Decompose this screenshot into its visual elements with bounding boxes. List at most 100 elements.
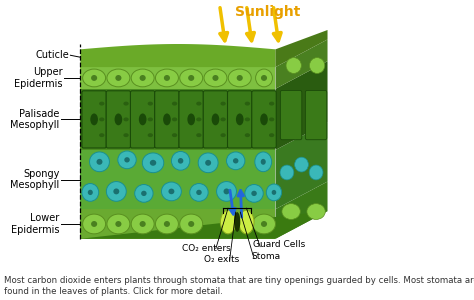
Ellipse shape [220,117,226,122]
Ellipse shape [162,182,182,201]
Ellipse shape [135,184,153,202]
Polygon shape [275,40,328,89]
Ellipse shape [269,117,274,122]
FancyBboxPatch shape [155,91,179,148]
Text: Stoma: Stoma [252,251,281,260]
Bar [81,209,275,239]
Ellipse shape [88,190,93,195]
Text: Upper
Epidermis: Upper Epidermis [14,67,63,89]
Ellipse shape [123,133,129,137]
Ellipse shape [261,159,266,165]
Ellipse shape [140,221,146,227]
Ellipse shape [239,210,254,234]
Text: Most carbon dioxide enters plants through stomata that are tiny openings guarded: Most carbon dioxide enters plants throug… [4,276,474,296]
Polygon shape [275,182,328,239]
Ellipse shape [205,160,211,166]
Ellipse shape [188,221,194,227]
Ellipse shape [164,221,170,227]
Ellipse shape [245,184,263,202]
Ellipse shape [227,152,245,170]
Ellipse shape [198,153,218,173]
Ellipse shape [255,152,272,172]
FancyBboxPatch shape [179,91,203,148]
Ellipse shape [295,157,309,172]
Polygon shape [275,30,328,67]
Text: Cuticle: Cuticle [35,50,69,60]
Ellipse shape [178,158,183,164]
FancyBboxPatch shape [82,91,106,148]
Ellipse shape [90,152,109,172]
Polygon shape [81,211,328,239]
Ellipse shape [307,204,325,219]
Polygon shape [81,44,275,67]
Ellipse shape [309,165,323,180]
Ellipse shape [204,69,227,87]
Ellipse shape [261,221,267,227]
Ellipse shape [261,75,267,81]
Text: Lower
Epidermis: Lower Epidermis [11,213,60,235]
Ellipse shape [150,160,156,166]
Ellipse shape [168,189,174,194]
Ellipse shape [163,113,171,125]
Ellipse shape [196,117,201,122]
Ellipse shape [107,214,130,234]
Ellipse shape [115,75,121,81]
Ellipse shape [141,191,146,196]
Ellipse shape [253,214,275,234]
Ellipse shape [188,75,194,81]
Ellipse shape [286,58,301,74]
FancyBboxPatch shape [106,91,131,148]
FancyBboxPatch shape [203,91,228,148]
Ellipse shape [91,113,98,125]
Ellipse shape [113,188,119,194]
Ellipse shape [251,191,257,196]
Ellipse shape [220,102,226,106]
FancyBboxPatch shape [130,91,155,148]
Ellipse shape [115,221,121,227]
Ellipse shape [180,214,203,234]
Ellipse shape [224,188,229,194]
Ellipse shape [97,159,102,165]
Ellipse shape [172,133,177,137]
Ellipse shape [91,75,97,81]
Ellipse shape [255,69,273,87]
Ellipse shape [99,133,104,137]
Ellipse shape [282,204,301,219]
Ellipse shape [220,210,236,234]
Text: CO₂ enters: CO₂ enters [182,244,231,253]
FancyBboxPatch shape [228,91,252,148]
Ellipse shape [236,113,244,125]
Ellipse shape [172,117,177,122]
Ellipse shape [99,102,104,106]
Ellipse shape [187,113,195,125]
Ellipse shape [124,157,130,163]
Ellipse shape [196,190,202,195]
FancyBboxPatch shape [305,91,327,140]
Ellipse shape [220,133,226,137]
Ellipse shape [82,214,106,234]
Polygon shape [275,122,328,209]
Ellipse shape [147,133,153,137]
Ellipse shape [131,214,154,234]
Ellipse shape [237,75,243,81]
Ellipse shape [99,117,104,122]
Text: Sunlight: Sunlight [235,5,301,19]
Ellipse shape [245,117,250,122]
Ellipse shape [164,75,170,81]
Ellipse shape [228,69,251,87]
Ellipse shape [139,113,146,125]
Ellipse shape [266,184,282,201]
Ellipse shape [272,190,276,195]
Ellipse shape [190,184,208,201]
Ellipse shape [91,221,97,227]
Ellipse shape [155,214,178,234]
Ellipse shape [245,102,250,106]
Ellipse shape [118,151,136,169]
Ellipse shape [155,69,178,87]
Ellipse shape [131,69,154,87]
FancyBboxPatch shape [252,91,276,148]
Ellipse shape [217,182,237,201]
Ellipse shape [269,102,274,106]
Ellipse shape [172,152,190,170]
Text: O₂ exits: O₂ exits [204,256,239,265]
